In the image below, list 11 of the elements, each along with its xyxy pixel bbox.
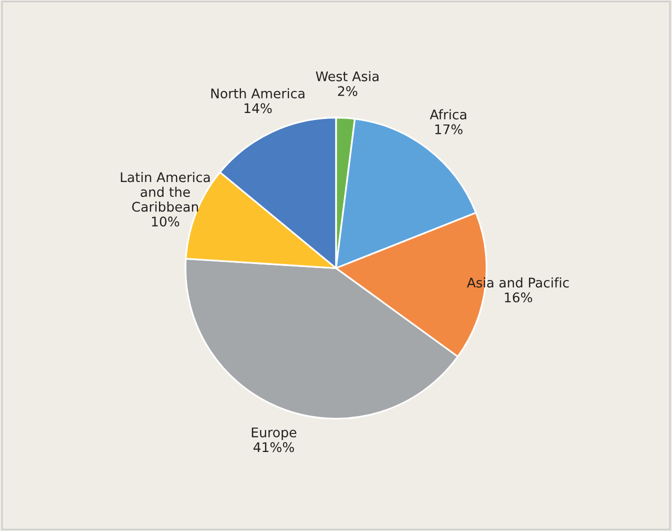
data-label: 16% <box>504 292 532 302</box>
data-label: 2% <box>338 86 358 96</box>
data-label: 14% <box>244 103 272 114</box>
slice-label: Latin America and the Caribbean <box>120 172 210 212</box>
data-label: 10% <box>152 216 180 227</box>
data-label: 17% <box>435 124 462 134</box>
slice-label: West Asia <box>316 71 378 82</box>
slice-label: North America <box>211 88 304 98</box>
data-label: 41%% <box>254 442 294 452</box>
slice-label: Europe <box>252 428 296 440</box>
slice-label: Africa <box>430 109 466 120</box>
